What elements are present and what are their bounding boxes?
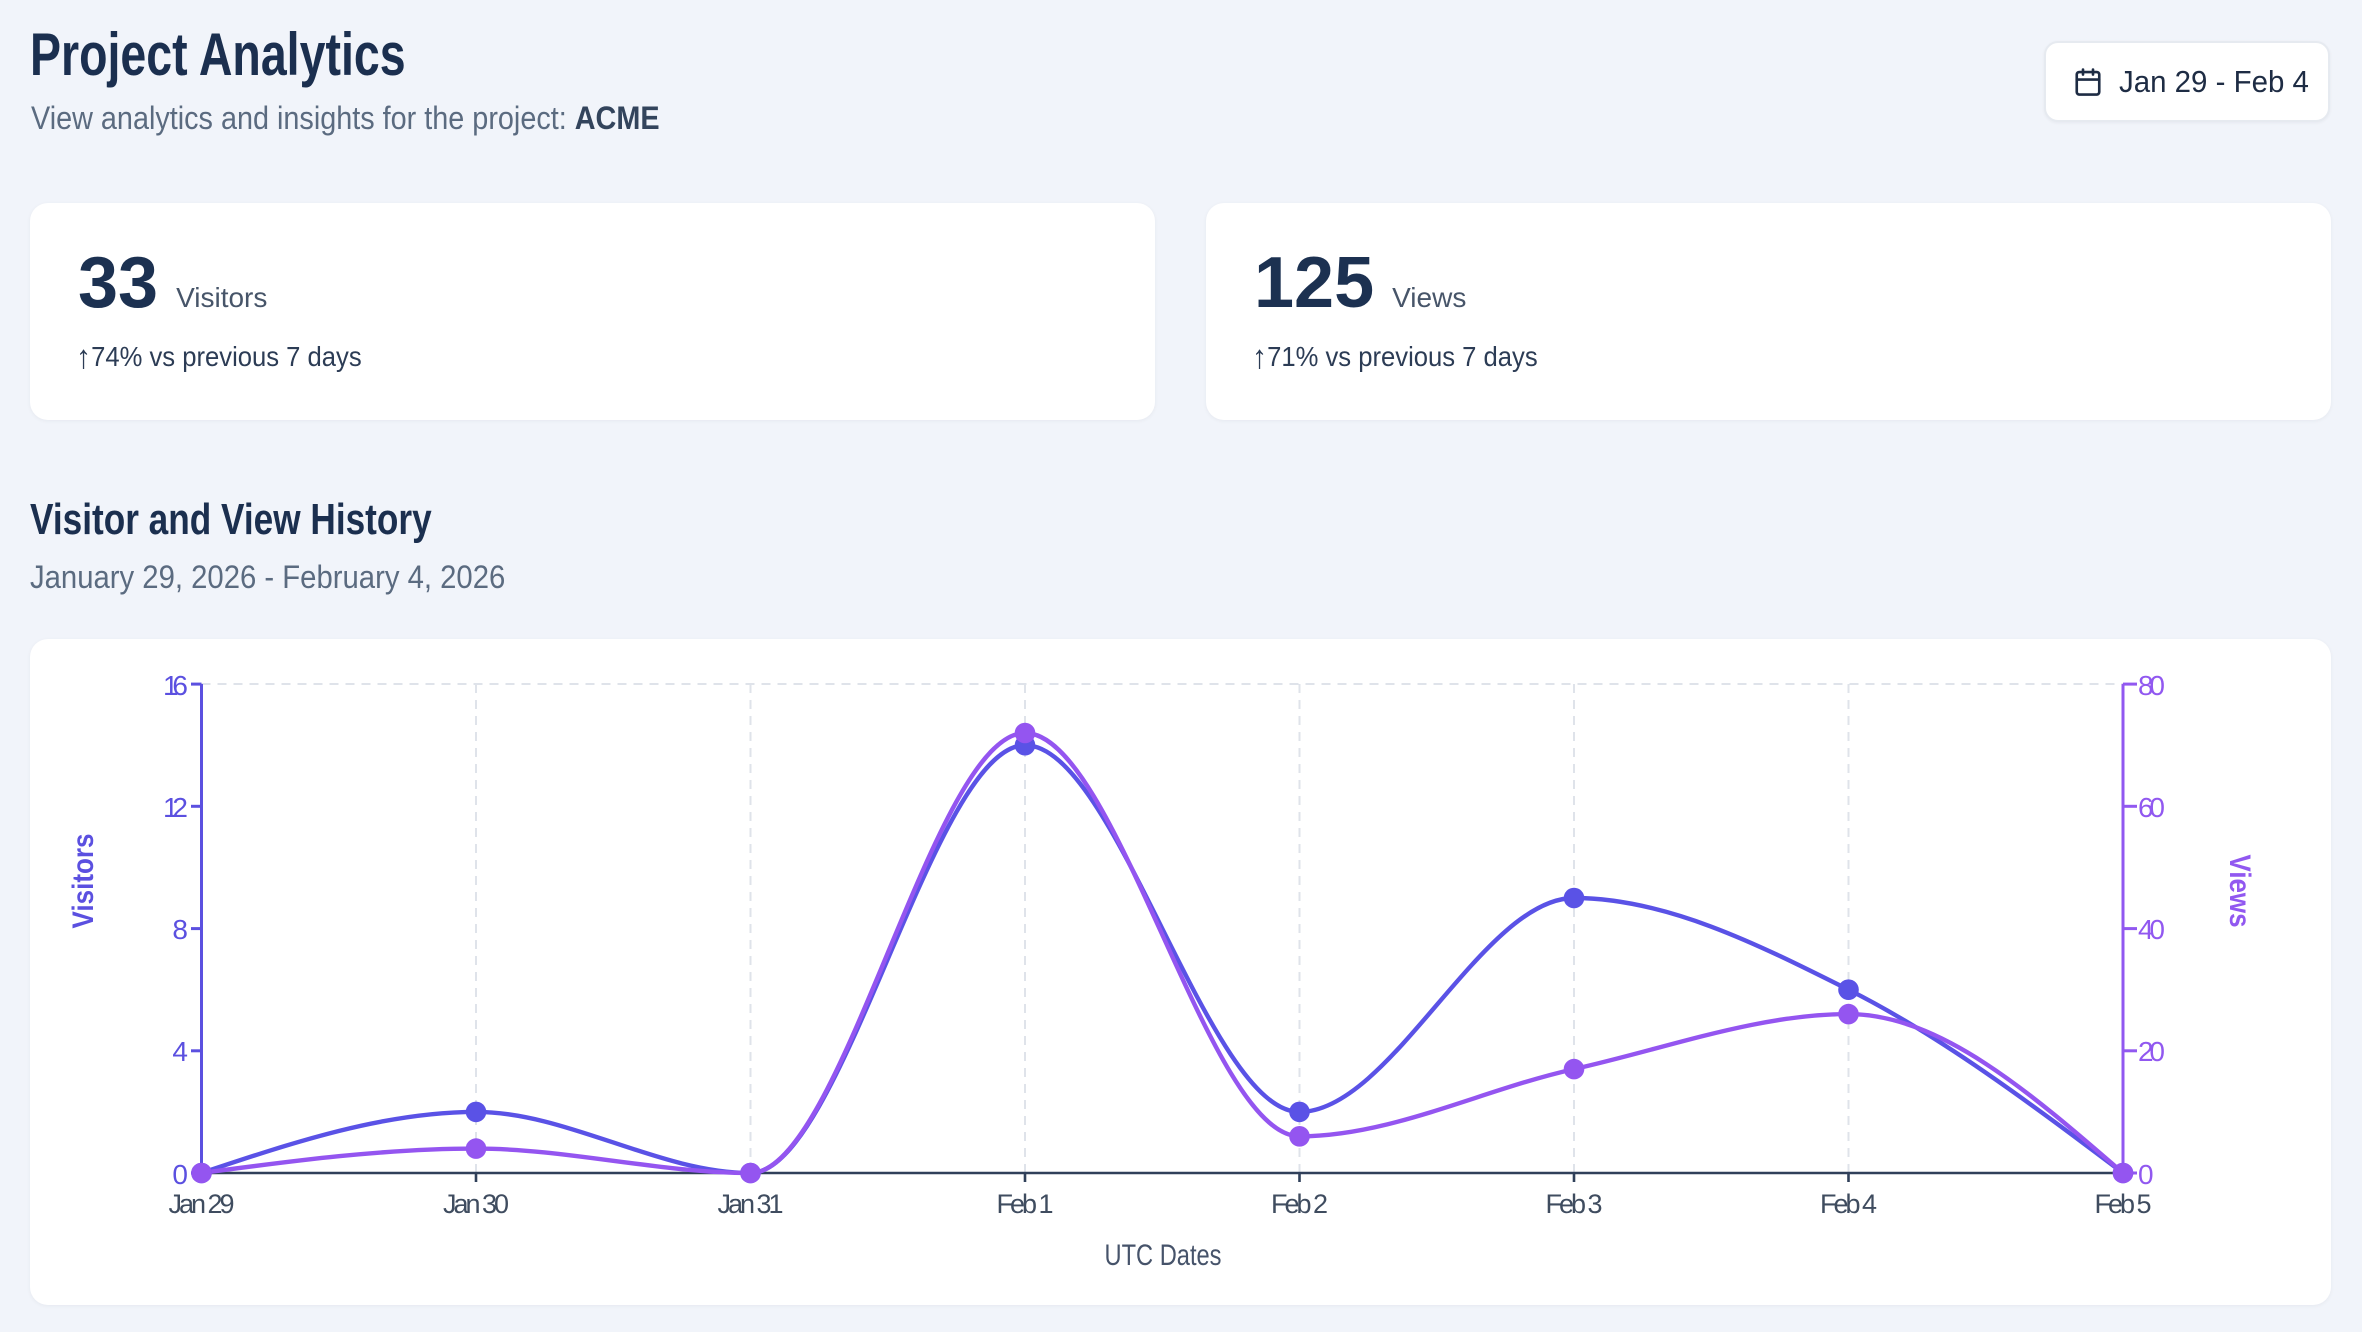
svg-text:80: 80 bbox=[2138, 670, 2165, 701]
svg-text:Feb 4: Feb 4 bbox=[1820, 1189, 1877, 1219]
svg-text:4: 4 bbox=[172, 1036, 188, 1067]
svg-text:Feb 2: Feb 2 bbox=[1271, 1189, 1327, 1219]
svg-text:8: 8 bbox=[172, 914, 188, 945]
svg-text:Jan 29: Jan 29 bbox=[168, 1189, 233, 1219]
svg-text:16: 16 bbox=[163, 670, 188, 701]
svg-text:0: 0 bbox=[2138, 1159, 2154, 1190]
svg-text:Jan 31: Jan 31 bbox=[717, 1189, 782, 1219]
svg-text:Views: Views bbox=[2223, 855, 2256, 928]
svg-text:Feb 3: Feb 3 bbox=[1545, 1189, 1601, 1219]
svg-text:UTC Dates: UTC Dates bbox=[1105, 1239, 1222, 1272]
svg-text:Feb 1: Feb 1 bbox=[996, 1189, 1052, 1219]
svg-text:0: 0 bbox=[172, 1159, 188, 1190]
svg-text:Jan 30: Jan 30 bbox=[443, 1189, 508, 1219]
svg-text:60: 60 bbox=[2138, 792, 2165, 823]
svg-text:40: 40 bbox=[2138, 914, 2165, 945]
svg-text:20: 20 bbox=[2138, 1036, 2165, 1067]
svg-text:Visitors: Visitors bbox=[67, 834, 100, 929]
svg-text:Feb 5: Feb 5 bbox=[2094, 1189, 2150, 1219]
svg-text:12: 12 bbox=[163, 792, 188, 823]
